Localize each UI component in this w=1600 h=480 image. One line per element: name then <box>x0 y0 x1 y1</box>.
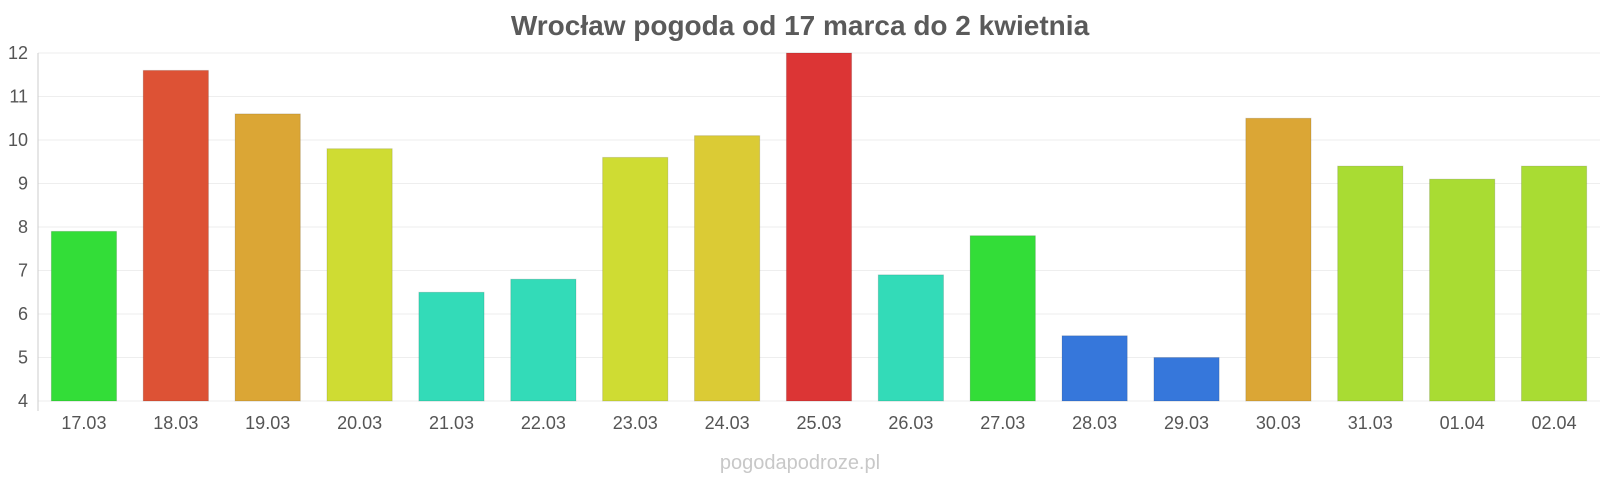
x-tick-label: 28.03 <box>1072 413 1117 433</box>
y-tick-label: 8 <box>18 217 28 237</box>
y-tick-label: 7 <box>18 261 28 281</box>
x-tick-label: 30.03 <box>1256 413 1301 433</box>
x-tick-label: 18.03 <box>153 413 198 433</box>
bar <box>1520 165 1588 402</box>
y-tick-label: 6 <box>18 304 28 324</box>
watermark-text: pogodapodroze.pl <box>719 452 881 474</box>
y-tick-label: 10 <box>8 130 28 150</box>
bar <box>142 69 209 402</box>
x-tick-label: 24.03 <box>705 413 750 433</box>
axis-layer: 4 5 6 7 8 9 10 11 12 17.03 18.03 19.03 20.03 21.03 22.… <box>8 43 1577 433</box>
bar <box>969 235 1036 402</box>
bar <box>326 148 393 402</box>
bars-layer <box>50 52 1588 402</box>
x-tick-label: 20.03 <box>337 413 382 433</box>
x-tick-label: 02.04 <box>1532 413 1577 433</box>
bar <box>693 135 761 402</box>
y-tick-label: 9 <box>18 174 28 194</box>
x-tick-label: 22.03 <box>521 413 566 433</box>
x-tick-label: 23.03 <box>613 413 658 433</box>
bar <box>1429 178 1496 402</box>
y-tick-label: 12 <box>8 43 28 63</box>
y-tick-label: 11 <box>9 87 28 107</box>
x-tick-label: 21.03 <box>429 413 474 433</box>
bar <box>1245 117 1312 402</box>
x-tick-label: 17.03 <box>61 413 106 433</box>
y-tick-label: 4 <box>18 391 28 411</box>
bar <box>1337 165 1404 402</box>
x-tick-label: 19.03 <box>245 413 290 433</box>
bar <box>785 52 853 402</box>
x-tick-label: 25.03 <box>796 413 841 433</box>
x-tick-label: 01.04 <box>1440 413 1485 433</box>
x-tick-label: 29.03 <box>1164 413 1209 433</box>
bar <box>418 291 485 402</box>
bar <box>234 113 301 402</box>
bar <box>50 230 118 402</box>
bar <box>1061 335 1128 402</box>
bar <box>510 278 577 402</box>
y-tick-label: 5 <box>18 348 28 368</box>
x-tick-label: 26.03 <box>888 413 933 433</box>
x-tick-label: 31.03 <box>1348 413 1393 433</box>
x-tick-label: 27.03 <box>980 413 1025 433</box>
chart-title: Wrocław pogoda od 17 marca do 2 kwietnia <box>510 10 1090 41</box>
bar <box>877 274 945 402</box>
bar <box>1153 357 1220 402</box>
bar <box>602 156 669 402</box>
